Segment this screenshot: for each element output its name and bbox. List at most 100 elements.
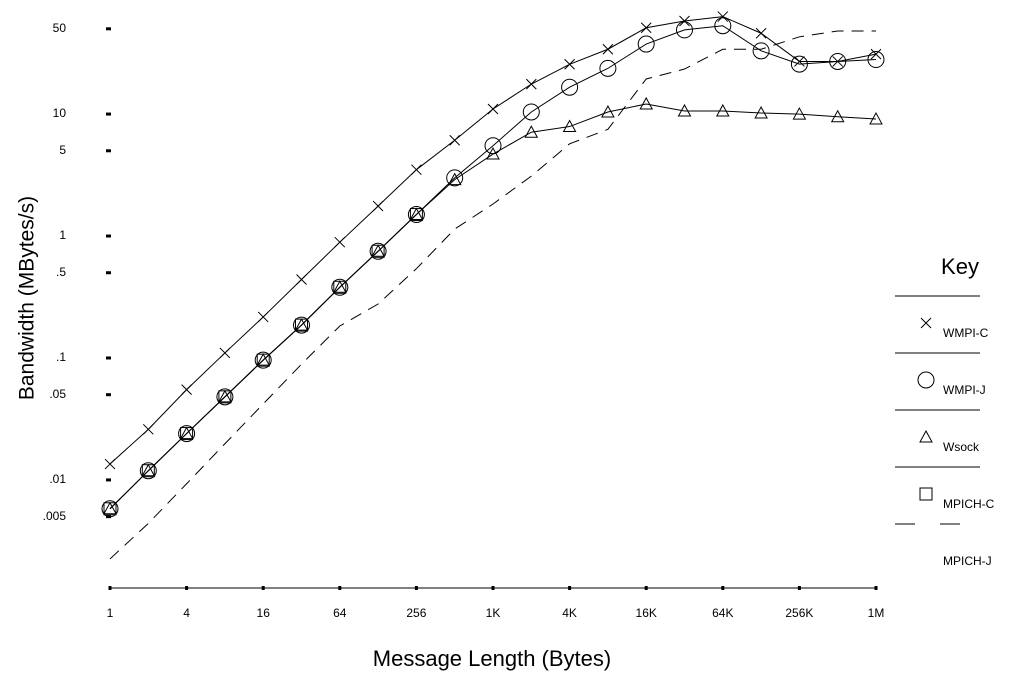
y-tick-label: .1 <box>56 350 66 364</box>
y-tick-label: 50 <box>53 21 67 35</box>
legend-label: WMPI-C <box>943 326 989 340</box>
legend-label: WMPI-J <box>943 383 986 397</box>
marker-triangle <box>218 389 232 403</box>
marker-circle <box>407 206 425 224</box>
legend-label: MPICH-C <box>943 497 995 511</box>
y-tick-label: 5 <box>59 143 66 157</box>
series-line <box>109 214 417 510</box>
marker-x <box>794 56 805 67</box>
marker-triangle <box>409 207 424 221</box>
marker-square <box>371 244 385 258</box>
marker-circle <box>178 425 196 443</box>
marker-circle <box>101 500 119 518</box>
marker-circle <box>599 59 617 77</box>
marker-x <box>755 27 767 39</box>
marker-square <box>295 318 308 332</box>
marker-square <box>919 487 933 501</box>
marker-square <box>103 502 117 516</box>
y-axis-label: Bandwidth (MBytes/s) <box>16 196 39 400</box>
marker-square <box>141 464 155 478</box>
marker-circle <box>139 462 157 480</box>
marker-triangle <box>179 426 194 440</box>
marker-x <box>296 274 307 285</box>
marker-circle <box>829 52 847 70</box>
marker-circle <box>331 278 349 296</box>
y-tick-label: 10 <box>53 106 67 120</box>
series-line <box>109 25 877 510</box>
series-line <box>109 30 876 560</box>
x-tick-label: 4 <box>183 606 190 620</box>
marker-circle <box>216 388 234 406</box>
marker-square <box>256 353 270 367</box>
marker-x <box>449 134 461 146</box>
marker-triangle <box>141 463 156 477</box>
x-tick-label: 64K <box>712 606 733 620</box>
series-line <box>109 103 877 510</box>
marker-triangle <box>830 109 845 123</box>
marker-x <box>411 164 422 176</box>
marker-triangle <box>332 280 347 293</box>
marker-x <box>104 458 116 470</box>
marker-x <box>257 311 269 323</box>
marker-triangle <box>792 107 807 120</box>
marker-x <box>564 58 575 70</box>
marker-x <box>181 384 192 395</box>
marker-x <box>920 317 932 329</box>
marker-triangle <box>524 125 539 138</box>
marker-triangle <box>562 119 577 133</box>
marker-circle <box>867 51 885 69</box>
marker-triangle <box>715 103 730 117</box>
x-axis-label: Message Length (Bytes) <box>373 646 611 671</box>
legend-title: Key <box>941 254 979 279</box>
marker-square <box>180 427 194 441</box>
marker-triangle <box>256 353 271 366</box>
marker-circle <box>752 42 770 60</box>
marker-circle <box>446 169 464 187</box>
y-tick-label: .05 <box>49 387 66 401</box>
y-tick-label: .01 <box>49 472 66 486</box>
y-tick-label: .005 <box>43 509 67 523</box>
marker-square <box>333 280 347 294</box>
marker-square <box>218 390 232 404</box>
marker-triangle <box>447 172 462 186</box>
marker-x <box>602 43 614 55</box>
marker-x <box>219 347 231 359</box>
marker-triangle <box>371 244 385 257</box>
legend-label: Wsock <box>943 440 980 454</box>
marker-square <box>409 208 423 222</box>
marker-x <box>525 78 537 90</box>
marker-x <box>640 22 652 34</box>
marker-circle <box>293 316 310 334</box>
marker-circle <box>369 242 387 260</box>
y-tick-label: .5 <box>56 265 66 279</box>
x-tick-label: 16K <box>636 606 657 620</box>
y-tick-label: 1 <box>59 228 66 242</box>
marker-triangle <box>919 429 933 443</box>
marker-circle <box>714 17 732 35</box>
x-tick-label: 64 <box>333 606 347 620</box>
x-tick-label: 1M <box>868 606 885 620</box>
marker-triangle <box>486 147 500 160</box>
x-tick-label: 256 <box>406 606 426 620</box>
marker-circle <box>790 55 808 73</box>
x-tick-label: 16 <box>257 606 271 620</box>
marker-circle <box>676 21 693 39</box>
marker-triangle <box>639 96 654 110</box>
marker-triangle <box>869 112 883 125</box>
marker-x <box>487 103 499 115</box>
x-tick-label: 1 <box>107 606 114 620</box>
marker-triangle <box>754 105 768 119</box>
x-tick-label: 256K <box>785 606 813 620</box>
x-tick-label: 4K <box>562 606 577 620</box>
marker-circle <box>254 351 272 369</box>
marker-triangle <box>677 103 692 117</box>
marker-x <box>142 423 154 435</box>
marker-circle <box>522 103 540 121</box>
marker-triangle <box>601 104 615 118</box>
marker-circle <box>917 371 935 389</box>
marker-x <box>679 15 690 27</box>
marker-circle <box>561 78 579 96</box>
x-tick-label: 1K <box>486 606 501 620</box>
